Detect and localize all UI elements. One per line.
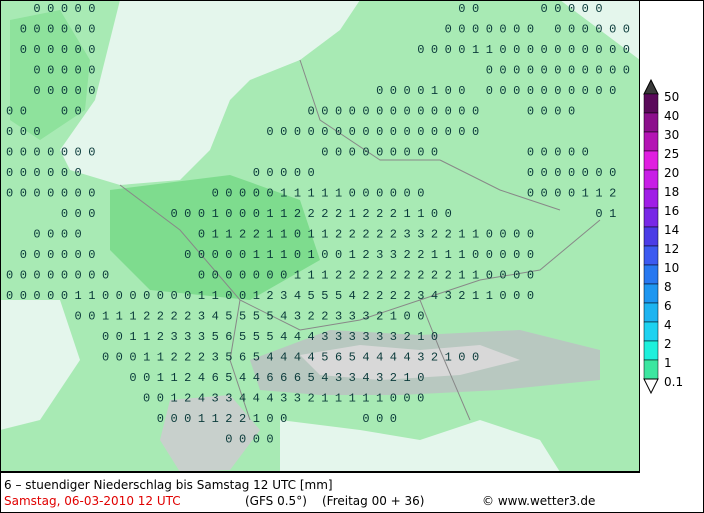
legend-label: 16 [664,204,679,218]
legend-swatch [643,131,659,152]
legend-swatch [643,207,659,228]
legend-label: 25 [664,147,679,161]
legend-swatch [643,169,659,190]
footer-model: (GFS 0.5°) [245,494,307,508]
legend-swatch [643,359,659,380]
legend-label: 20 [664,166,679,180]
legend-label: 6 [664,299,672,313]
legend-label: 8 [664,280,672,294]
color-legend: 50 40 30 25 20 18 16 14 12 10 8 6 4 2 1 0.1 [643,78,683,395]
legend-label: 18 [664,185,679,199]
legend-label: 50 [664,90,679,104]
legend-swatch [643,340,659,361]
footer-credit: © www.wetter3.de [482,494,595,508]
footer-title: 6 – stuendiger Niederschlag bis Samstag … [4,478,333,492]
legend-swatch [643,302,659,323]
legend-swatch [643,321,659,342]
footer-run: (Freitag 00 + 36) [322,494,425,508]
footer-date: Samstag, 06-03-2010 12 UTC [4,494,181,508]
legend-arrow-top [643,78,659,95]
legend-label: 40 [664,109,679,123]
legend-swatch [643,93,659,114]
legend-label: 30 [664,128,679,142]
legend-swatch [643,264,659,285]
legend-swatch [643,283,659,304]
legend-swatch [643,188,659,209]
legend-label: 12 [664,242,679,256]
legend-swatch [643,226,659,247]
legend-swatch [643,245,659,266]
legend-label: 0.1 [664,375,683,389]
map-background [0,0,640,472]
legend-swatch [643,150,659,171]
legend-arrow-bottom [643,378,659,395]
legend-label: 10 [664,261,679,275]
legend-label: 4 [664,318,672,332]
legend-swatch [643,112,659,133]
legend-label: 14 [664,223,679,237]
legend-label: 1 [664,356,672,370]
legend-label: 2 [664,337,672,351]
